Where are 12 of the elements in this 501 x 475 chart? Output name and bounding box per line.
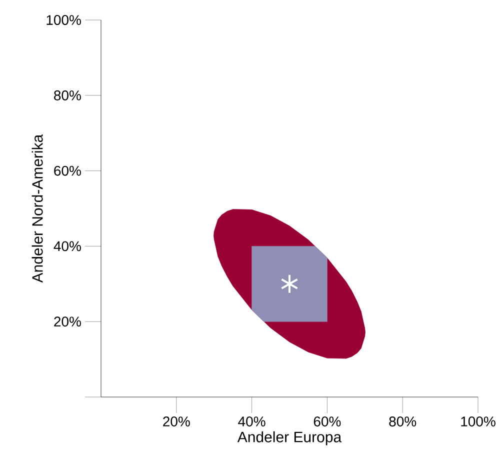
y-tick-label: 100% xyxy=(46,15,81,25)
x-tick-label: 80% xyxy=(389,416,416,426)
y-tick-label: 40% xyxy=(54,241,81,252)
x-axis-title: Andeler Europa xyxy=(237,431,342,446)
x-tick-label: 60% xyxy=(314,416,341,426)
y-tick-label: 80% xyxy=(54,90,81,100)
y-axis-title: Andeler Nord-Amerika xyxy=(32,134,43,283)
x-tick-label: 20% xyxy=(163,416,190,426)
y-tick-label: 60% xyxy=(54,166,81,176)
x-tick-label: 40% xyxy=(238,416,266,426)
x-tick-label: 100% xyxy=(461,416,496,426)
y-tick-label: 20% xyxy=(54,316,81,327)
